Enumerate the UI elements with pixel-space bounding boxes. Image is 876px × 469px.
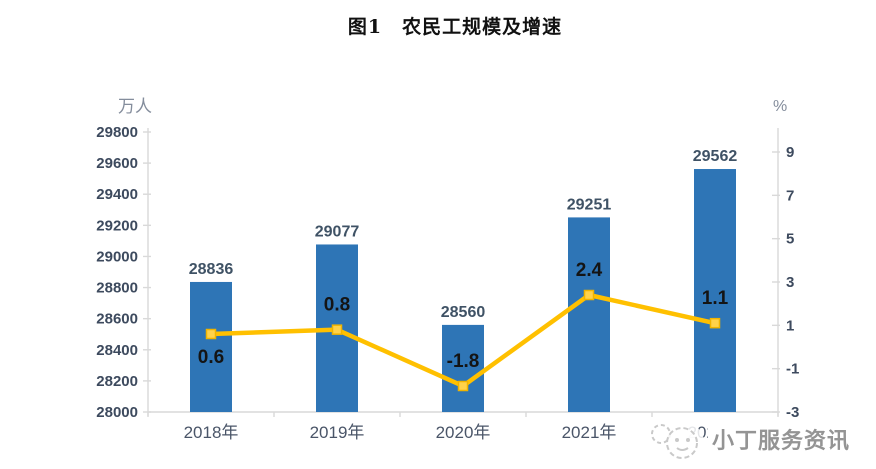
line-value-label: -1.8: [447, 351, 480, 372]
left-axis-tick-label: 29400: [96, 186, 138, 203]
line-point-marker: [583, 289, 595, 301]
x-axis-category-label: 2021年: [562, 423, 617, 442]
line-value-label: 0.8: [324, 295, 350, 316]
right-axis-unit-label: %: [773, 98, 787, 115]
x-axis-category-label: 2019年: [310, 423, 365, 442]
bar-value-label: 29251: [567, 196, 612, 213]
right-axis-tick-label: -1: [786, 361, 799, 378]
left-axis-tick-label: 28200: [96, 373, 138, 390]
right-axis-tick-label: 3: [786, 274, 794, 291]
line-point-marker: [205, 328, 217, 340]
left-axis-tick-label: 29800: [96, 124, 138, 141]
line-point-marker: [709, 317, 721, 329]
left-axis-tick-label: 28400: [96, 342, 138, 359]
right-axis-tick-label: -3: [786, 404, 799, 421]
x-axis-category-label: 2018年: [184, 423, 239, 442]
line-value-label: 1.1: [702, 288, 729, 309]
bar: [568, 217, 610, 412]
left-axis-unit-label: 万人: [118, 97, 152, 116]
bar-value-label: 28560: [441, 304, 486, 321]
left-axis-tick-label: 28600: [96, 311, 138, 328]
left-axis-tick-label: 29000: [96, 248, 138, 265]
x-axis-category-label: 2022年: [688, 423, 743, 442]
right-axis-tick-label: 1: [786, 317, 794, 334]
left-axis-tick-label: 28000: [96, 404, 138, 421]
line-value-label: 0.6: [198, 347, 224, 368]
bar: [190, 281, 232, 412]
bar: [694, 169, 736, 412]
right-axis-tick-label: 5: [786, 231, 794, 248]
chart-title: 图1 农民工规模及增速: [347, 16, 563, 38]
right-axis-tick-label: 7: [786, 187, 794, 204]
left-axis-tick-label: 29200: [96, 217, 138, 234]
x-axis-category-label: 2020年: [436, 423, 491, 442]
line-point-marker: [331, 324, 343, 335]
bar: [442, 324, 484, 412]
line-value-label: 2.4: [576, 260, 603, 281]
bar-value-label: 29562: [693, 148, 738, 165]
line-point-marker: [457, 380, 469, 392]
bar-value-label: 28836: [189, 261, 234, 278]
left-axis-tick-label: 29600: [96, 155, 138, 172]
bar-value-label: 29077: [315, 223, 360, 240]
right-axis-tick-label: 9: [786, 144, 794, 161]
left-axis-tick-label: 28800: [96, 280, 138, 297]
